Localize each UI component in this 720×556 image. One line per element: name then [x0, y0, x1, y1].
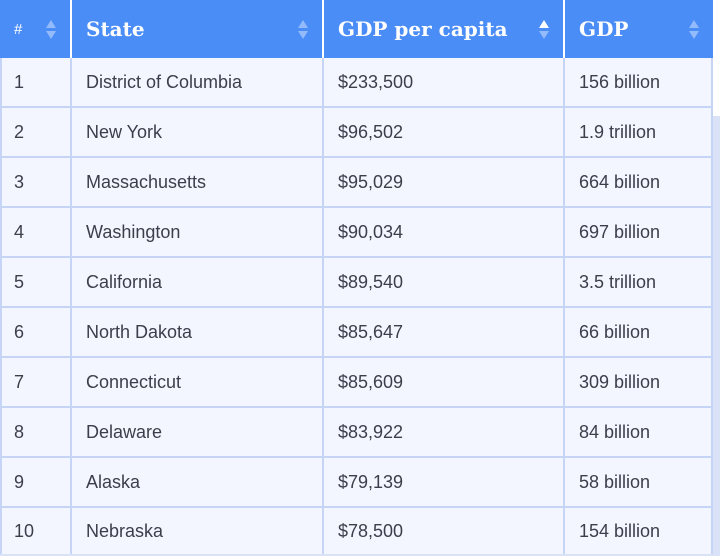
cell-gdp: 156 billion [565, 58, 713, 108]
cell-rank: 4 [0, 208, 72, 258]
cell-gdp-per-capita: $89,540 [324, 258, 565, 308]
cell-gdp: 66 billion [565, 308, 713, 358]
sort-ascending-icon [298, 20, 308, 28]
sort-arrows-icon[interactable] [298, 18, 308, 42]
cell-state: Nebraska [72, 508, 324, 554]
cell-rank: 7 [0, 358, 72, 408]
cell-gdp: 664 billion [565, 158, 713, 208]
cell-rank: 3 [0, 158, 72, 208]
sort-arrows-icon[interactable] [689, 18, 699, 42]
cell-gdp-per-capita: $83,922 [324, 408, 565, 458]
table-row: 6 North Dakota $85,647 66 billion [0, 308, 713, 358]
sort-ascending-icon [46, 20, 56, 28]
cell-gdp-per-capita: $233,500 [324, 58, 565, 108]
cell-rank: 1 [0, 58, 72, 108]
cell-state: Connecticut [72, 358, 324, 408]
cell-gdp-per-capita: $78,500 [324, 508, 565, 554]
table-row: 3 Massachusetts $95,029 664 billion [0, 158, 713, 208]
cell-state: New York [72, 108, 324, 158]
cell-gdp: 84 billion [565, 408, 713, 458]
table-row: 9 Alaska $79,139 58 billion [0, 458, 713, 508]
table-row: 10 Nebraska $78,500 154 billion [0, 508, 713, 554]
cell-gdp-per-capita: $85,609 [324, 358, 565, 408]
table-row: 1 District of Columbia $233,500 156 bill… [0, 58, 713, 108]
cell-gdp-per-capita: $95,029 [324, 158, 565, 208]
table-header-row: # State GDP per capita [0, 0, 713, 58]
cell-gdp: 1.9 trillion [565, 108, 713, 158]
cell-state: California [72, 258, 324, 308]
column-header-label: State [86, 17, 145, 41]
table-row: 8 Delaware $83,922 84 billion [0, 408, 713, 458]
cell-state: North Dakota [72, 308, 324, 358]
sort-descending-icon [298, 31, 308, 39]
table-row: 4 Washington $90,034 697 billion [0, 208, 713, 258]
sort-descending-icon [46, 31, 56, 39]
sort-ascending-icon [539, 20, 549, 28]
cell-gdp-per-capita: $90,034 [324, 208, 565, 258]
table-row: 7 Connecticut $85,609 309 billion [0, 358, 713, 408]
cell-gdp: 154 billion [565, 508, 713, 554]
sort-descending-icon [539, 31, 549, 39]
cell-gdp: 3.5 trillion [565, 258, 713, 308]
sort-arrows-icon[interactable] [539, 18, 549, 42]
cell-rank: 6 [0, 308, 72, 358]
column-header-state[interactable]: State [72, 0, 324, 58]
column-header-gdp[interactable]: GDP [565, 0, 713, 58]
table-row: 2 New York $96,502 1.9 trillion [0, 108, 713, 158]
sort-descending-icon [689, 31, 699, 39]
cell-state: Alaska [72, 458, 324, 508]
cell-rank: 9 [0, 458, 72, 508]
cell-gdp-per-capita: $96,502 [324, 108, 565, 158]
cell-rank: 10 [0, 508, 72, 554]
cell-gdp: 58 billion [565, 458, 713, 508]
column-header-rank[interactable]: # [0, 0, 72, 58]
cell-rank: 2 [0, 108, 72, 158]
cell-rank: 5 [0, 258, 72, 308]
cell-rank: 8 [0, 408, 72, 458]
cell-gdp-per-capita: $79,139 [324, 458, 565, 508]
cell-state: Washington [72, 208, 324, 258]
column-header-label: # [14, 20, 23, 38]
cell-state: District of Columbia [72, 58, 324, 108]
cell-gdp: 309 billion [565, 358, 713, 408]
sort-arrows-icon[interactable] [46, 18, 56, 42]
column-header-label: GDP per capita [338, 17, 508, 41]
column-header-gdp-per-capita[interactable]: GDP per capita [324, 0, 565, 58]
cell-state: Delaware [72, 408, 324, 458]
table-body: 1 District of Columbia $233,500 156 bill… [0, 58, 713, 554]
cell-gdp: 697 billion [565, 208, 713, 258]
column-header-label: GDP [579, 17, 629, 41]
cell-state: Massachusetts [72, 158, 324, 208]
table-row: 5 California $89,540 3.5 trillion [0, 258, 713, 308]
sort-ascending-icon [689, 20, 699, 28]
cell-gdp-per-capita: $85,647 [324, 308, 565, 358]
